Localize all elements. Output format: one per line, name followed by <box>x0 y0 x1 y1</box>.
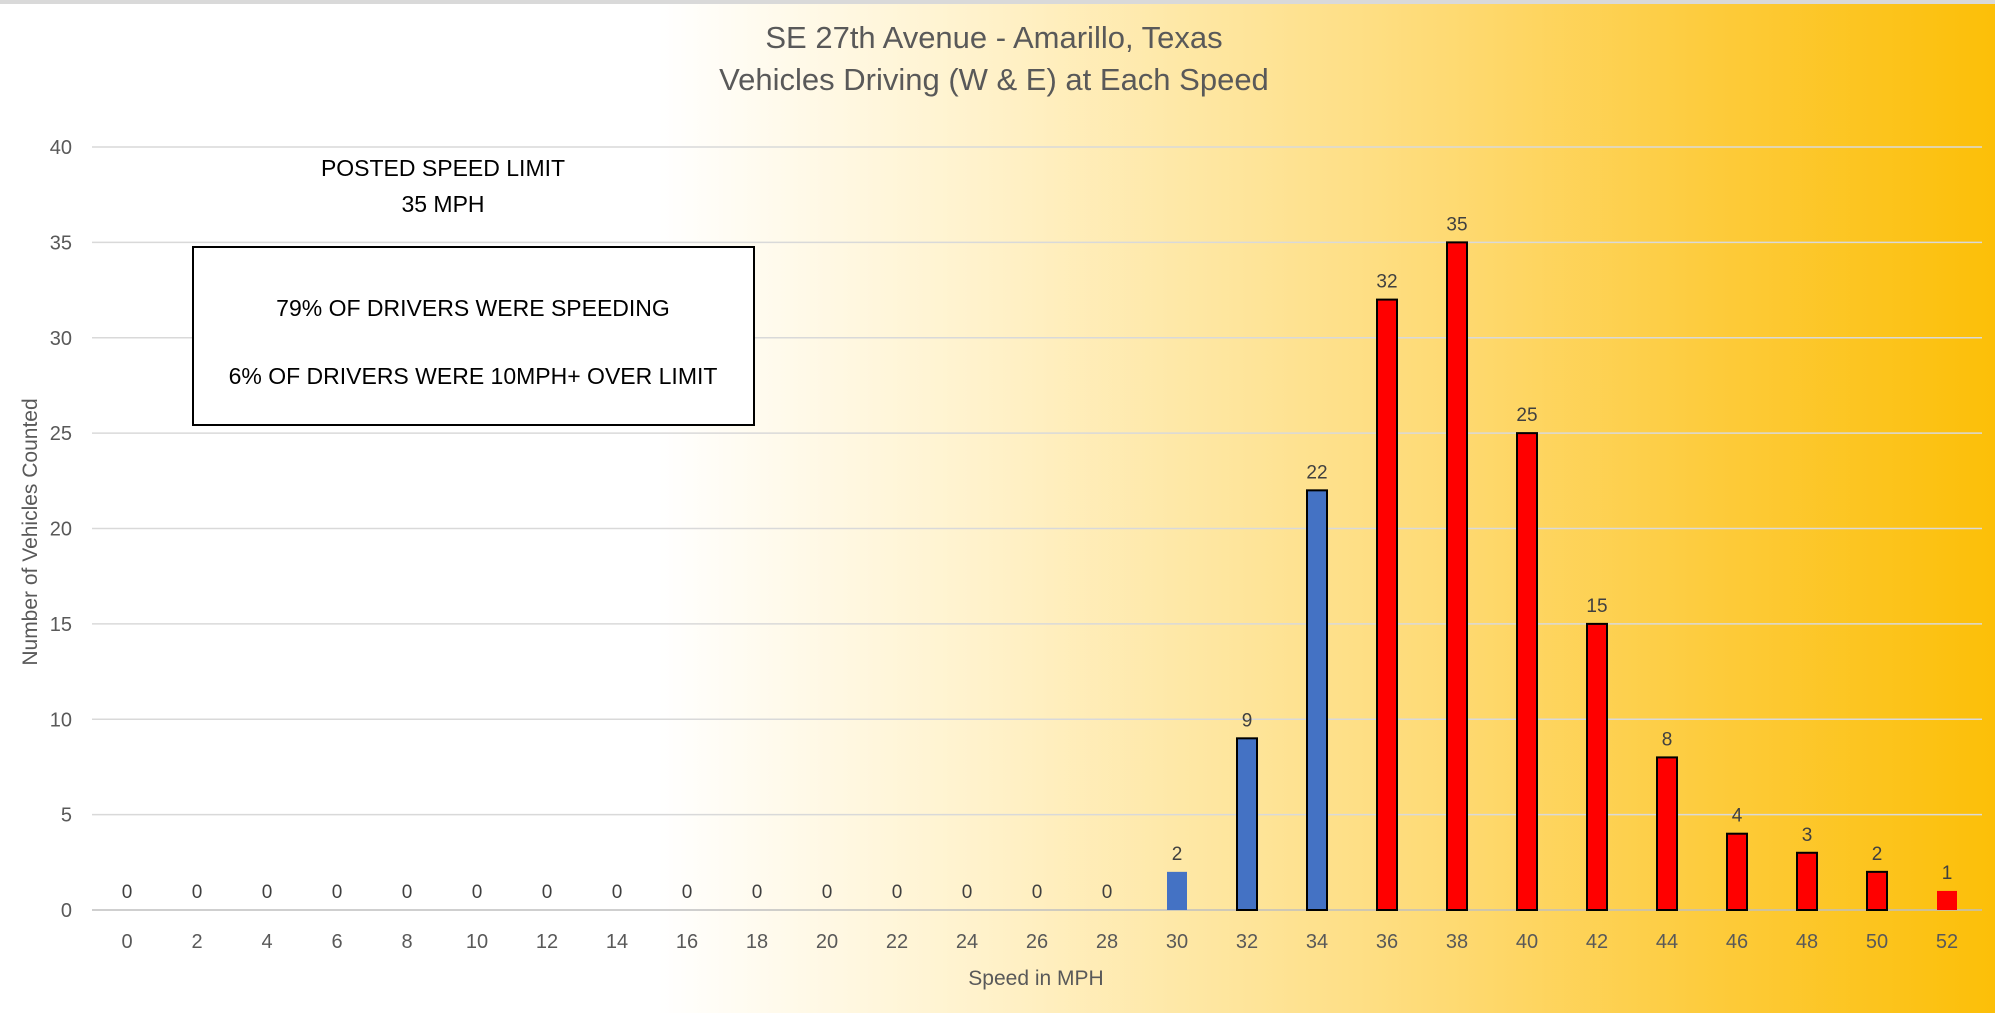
y-axis-ticks: 0 5 10 15 20 25 30 35 40 <box>50 137 72 922</box>
x-tick-label: 10 <box>466 931 488 953</box>
bar-chart: SE 27th Avenue - Amarillo, Texas Vehicle… <box>19 20 1982 990</box>
x-tick-label: 44 <box>1656 931 1678 953</box>
data-label: 0 <box>962 882 973 903</box>
bar-30-mph <box>1167 871 1187 910</box>
x-tick-label: 48 <box>1796 931 1818 953</box>
bar-46-mph <box>1726 832 1748 912</box>
data-label: 0 <box>332 882 343 903</box>
data-label: 0 <box>892 882 903 903</box>
data-label: 0 <box>1102 882 1113 903</box>
x-tick-label: 40 <box>1516 931 1538 953</box>
data-label: 0 <box>472 882 483 903</box>
x-tick-label: 50 <box>1866 931 1888 953</box>
y-tick-label: 15 <box>50 614 72 636</box>
data-label: 0 <box>192 882 203 903</box>
data-label: 0 <box>122 882 133 903</box>
x-tick-label: 22 <box>886 931 908 953</box>
x-tick-label: 4 <box>261 931 272 953</box>
stats-box <box>192 246 755 426</box>
y-axis-title: Number of Vehicles Counted <box>19 398 42 665</box>
data-label: 22 <box>1306 462 1327 483</box>
data-label: 0 <box>752 882 763 903</box>
data-label: 0 <box>612 882 623 903</box>
data-label: 15 <box>1586 596 1607 617</box>
data-label: 35 <box>1446 214 1467 235</box>
x-tick-label: 2 <box>191 931 202 953</box>
data-label: 8 <box>1662 729 1673 750</box>
stats-box-line-1: 79% OF DRIVERS WERE SPEEDING <box>276 295 670 321</box>
x-axis-ticks: 0 2 4 6 8 10 12 14 16 18 20 22 24 26 28 30 32 34 36 38 40 42 4… <box>121 931 1958 953</box>
data-label: 9 <box>1242 710 1253 731</box>
data-label: 0 <box>402 882 413 903</box>
data-label: 25 <box>1516 405 1537 426</box>
data-label: 0 <box>542 882 553 903</box>
y-tick-label: 25 <box>50 423 72 445</box>
speed-limit-label-line-1: POSTED SPEED LIMIT <box>321 155 565 181</box>
data-label: 2 <box>1872 844 1883 865</box>
data-label: 0 <box>682 882 693 903</box>
bar-38-mph <box>1446 241 1468 911</box>
x-tick-label: 12 <box>536 931 558 953</box>
data-label: 0 <box>822 882 833 903</box>
x-tick-label: 34 <box>1306 931 1328 953</box>
bar-32-mph <box>1236 737 1258 912</box>
bar-44-mph <box>1656 756 1678 912</box>
x-tick-label: 42 <box>1586 931 1608 953</box>
speed-limit-label-line-2: 35 MPH <box>401 191 484 217</box>
x-tick-label: 6 <box>331 931 342 953</box>
y-tick-label: 5 <box>61 805 72 827</box>
x-tick-label: 28 <box>1096 931 1118 953</box>
bars <box>1167 241 1957 912</box>
y-tick-label: 10 <box>50 709 72 731</box>
x-tick-label: 52 <box>1936 931 1958 953</box>
y-tick-label: 20 <box>50 519 72 541</box>
x-tick-label: 24 <box>956 931 978 953</box>
x-tick-label: 30 <box>1166 931 1188 953</box>
bar-42-mph <box>1586 622 1608 911</box>
x-tick-label: 8 <box>401 931 412 953</box>
data-label: 4 <box>1732 806 1743 827</box>
x-tick-label: 32 <box>1236 931 1258 953</box>
x-tick-label: 20 <box>816 931 838 953</box>
data-label: 2 <box>1172 844 1183 865</box>
chart-title-line-2: Vehicles Driving (W & E) at Each Speed <box>719 62 1269 97</box>
x-tick-label: 0 <box>121 931 132 953</box>
x-tick-label: 36 <box>1376 931 1398 953</box>
x-tick-label: 16 <box>676 931 698 953</box>
bar-34-mph <box>1306 489 1328 911</box>
x-axis-title: Speed in MPH <box>968 967 1103 990</box>
data-label: 1 <box>1942 863 1953 884</box>
bar-50-mph <box>1866 870 1888 911</box>
chart-title-line-1: SE 27th Avenue - Amarillo, Texas <box>765 20 1222 55</box>
y-tick-label: 35 <box>50 232 72 254</box>
y-tick-label: 0 <box>61 900 72 922</box>
x-tick-label: 14 <box>606 931 628 953</box>
bar-36-mph <box>1376 298 1398 912</box>
data-label: 0 <box>1032 882 1043 903</box>
stats-box-line-2: 6% OF DRIVERS WERE 10MPH+ OVER LIMIT <box>229 363 718 389</box>
x-tick-label: 38 <box>1446 931 1468 953</box>
x-tick-label: 18 <box>746 931 768 953</box>
data-label: 3 <box>1802 825 1813 846</box>
bar-48-mph <box>1796 851 1818 912</box>
data-label: 0 <box>262 882 273 903</box>
x-tick-label: 46 <box>1726 931 1748 953</box>
x-tick-label: 26 <box>1026 931 1048 953</box>
bar-52-mph <box>1937 890 1957 910</box>
bar-40-mph <box>1516 432 1538 911</box>
data-label: 32 <box>1376 272 1397 293</box>
y-tick-label: 30 <box>50 328 72 350</box>
y-tick-label: 40 <box>50 137 72 159</box>
